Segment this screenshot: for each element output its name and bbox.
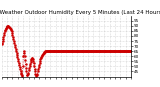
Title: Milwaukee Weather Outdoor Humidity Every 5 Minutes (Last 24 Hours): Milwaukee Weather Outdoor Humidity Every… [0, 10, 160, 15]
